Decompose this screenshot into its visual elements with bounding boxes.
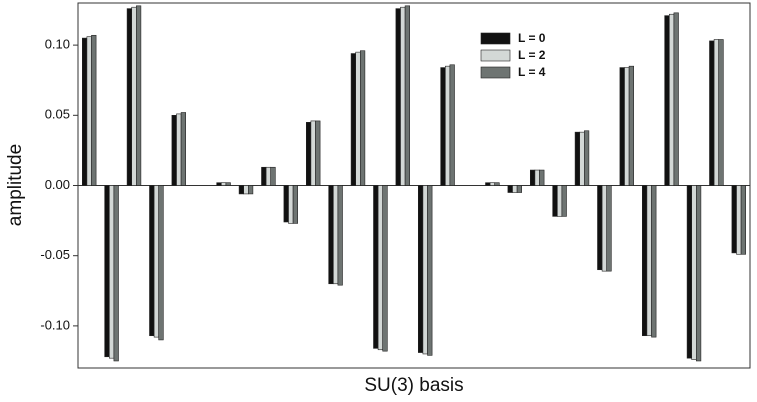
bar	[149, 185, 155, 337]
bar	[552, 185, 558, 217]
legend-swatch	[480, 66, 511, 79]
bar	[265, 166, 272, 186]
bar	[691, 185, 697, 360]
bar	[619, 67, 625, 186]
bar	[651, 185, 657, 338]
bar	[583, 130, 590, 186]
bar	[180, 112, 187, 186]
bar	[328, 185, 334, 285]
y-tick-label: -0.10	[40, 317, 70, 332]
bar	[292, 185, 299, 224]
bar	[400, 6, 406, 186]
bar	[740, 185, 746, 255]
bar	[440, 67, 446, 186]
bar	[104, 185, 110, 358]
bar	[350, 53, 357, 186]
bar	[449, 64, 455, 186]
bar	[574, 131, 580, 186]
bar	[507, 185, 513, 193]
bar	[534, 169, 540, 186]
bar	[216, 182, 222, 186]
bar	[261, 166, 267, 186]
bar	[131, 6, 137, 186]
bar	[539, 169, 545, 186]
bar	[417, 185, 424, 353]
bar	[243, 185, 249, 195]
bar	[489, 182, 496, 186]
bar	[529, 169, 536, 186]
bar	[736, 185, 742, 255]
bar	[695, 185, 702, 362]
bar	[673, 12, 679, 186]
bar	[248, 185, 254, 195]
bar	[512, 185, 518, 193]
bar	[597, 185, 603, 271]
y-tick-label: -0.05	[40, 247, 70, 262]
bar	[158, 185, 164, 341]
bar	[176, 113, 182, 186]
legend-swatch	[480, 49, 511, 62]
bar	[86, 36, 92, 186]
y-tick-label: 0.05	[45, 107, 70, 122]
bar	[579, 131, 585, 186]
bar	[91, 34, 97, 186]
legend-swatch	[480, 32, 511, 45]
legend-label: L = 2	[518, 48, 546, 62]
bar	[221, 182, 227, 186]
bar	[359, 50, 366, 186]
bar	[382, 185, 388, 352]
bar	[709, 40, 715, 186]
bar	[283, 185, 289, 223]
bar	[153, 185, 160, 338]
y-tick-label: 0.00	[45, 177, 70, 192]
bar	[624, 67, 630, 186]
bar	[731, 185, 737, 254]
x-axis-label: SU(3) basis	[364, 375, 463, 396]
bar	[337, 185, 343, 286]
bar	[373, 185, 379, 349]
bar	[315, 120, 321, 186]
bar	[664, 15, 670, 186]
bar	[628, 65, 634, 186]
bar	[561, 185, 567, 217]
bar	[516, 185, 522, 193]
bar	[109, 185, 115, 359]
bar	[422, 185, 428, 355]
legend-label: L = 4	[518, 65, 546, 79]
bar	[113, 185, 119, 362]
bar	[332, 185, 339, 285]
y-tick-label: 0.10	[45, 37, 70, 52]
bar	[494, 182, 500, 186]
bar	[377, 185, 384, 351]
bar	[225, 182, 231, 186]
bar	[310, 120, 316, 186]
bar	[606, 185, 612, 272]
bar	[305, 122, 312, 186]
bar	[713, 39, 719, 186]
bar	[641, 185, 648, 337]
bar	[601, 185, 607, 272]
bar	[136, 5, 142, 186]
bar	[686, 185, 692, 359]
bar	[404, 5, 411, 186]
bar	[485, 182, 491, 186]
bar	[718, 39, 724, 186]
bar	[668, 13, 675, 186]
bar	[126, 8, 132, 186]
bar	[238, 185, 245, 195]
bar	[444, 65, 451, 186]
bar	[82, 37, 88, 186]
bar	[288, 185, 294, 224]
bar	[270, 166, 276, 186]
bar	[355, 51, 361, 186]
bar	[646, 185, 652, 337]
bar	[427, 185, 433, 356]
bar	[395, 8, 401, 186]
bar	[556, 185, 563, 217]
y-axis-label: amplitude	[5, 144, 26, 226]
bar	[171, 115, 177, 186]
legend-label: L = 0	[518, 31, 546, 45]
